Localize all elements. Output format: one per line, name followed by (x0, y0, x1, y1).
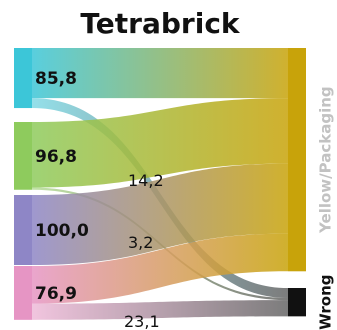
flow-value: 23,1 (124, 312, 160, 330)
target-node (288, 48, 306, 272)
flow-value: 3,2 (128, 233, 153, 252)
flow-value: 14,2 (128, 171, 164, 190)
source-value: 100,0 (35, 221, 89, 241)
target-label: Wrong (317, 274, 335, 329)
diagram-title: Tetrabrick (80, 7, 241, 40)
source-value: 76,9 (35, 284, 77, 304)
source-node (14, 48, 32, 109)
source-value: 85,8 (35, 69, 77, 89)
flow-link (32, 163, 288, 265)
flow-link (32, 48, 288, 99)
source-value: 96,8 (35, 147, 77, 167)
flow-links (32, 48, 288, 320)
flow-link (32, 98, 288, 188)
source-node (14, 195, 32, 265)
labels: 85,8 96,8 100,0 76,9 Yellow/Packaging Wrong 14… (35, 69, 335, 330)
flow-link (32, 300, 288, 320)
source-node (14, 122, 32, 190)
source-node (14, 266, 32, 320)
nodes (14, 48, 306, 320)
target-node (288, 288, 306, 317)
flow-link (32, 233, 288, 304)
target-label: Yellow/Packaging (317, 86, 335, 234)
